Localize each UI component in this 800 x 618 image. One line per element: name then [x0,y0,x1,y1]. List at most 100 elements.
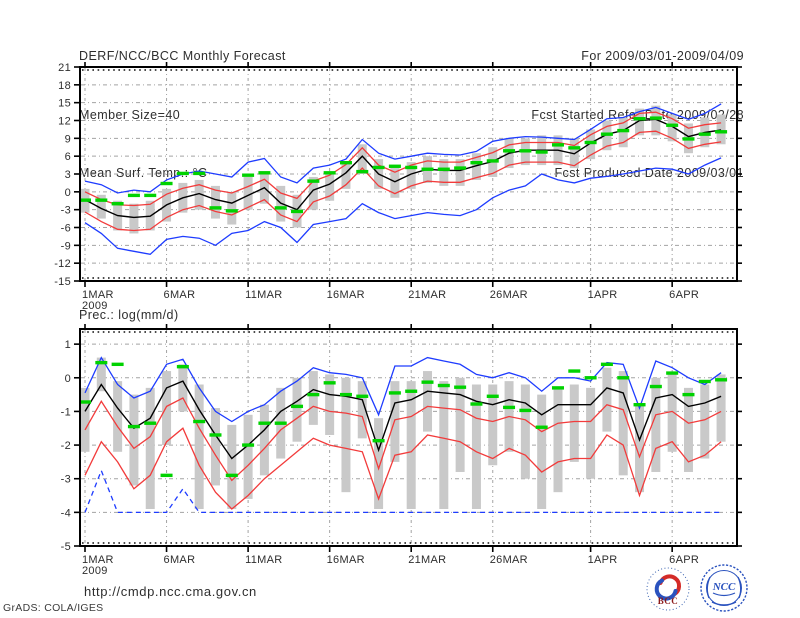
svg-text:12: 12 [58,116,71,128]
svg-text:-3: -3 [61,474,71,486]
observation-marker [193,419,206,424]
ensemble-spread [325,174,335,201]
observation-marker [568,146,581,150]
ensemble-spread [210,408,220,486]
svg-text:6APR: 6APR [669,554,699,566]
series-ensemble-max [84,356,722,423]
ensemble-spread [194,384,204,509]
svg-text:-9: -9 [61,240,71,252]
svg-text:-5: -5 [61,541,71,553]
series-ensemble-max [84,103,722,194]
observation-marker [405,389,418,393]
ensemble-spread [96,357,106,392]
svg-text:11MAR: 11MAR [245,554,282,566]
ensemble-spread [667,114,677,142]
ensemble-spread [439,381,449,509]
ensemble-spread [162,371,172,446]
ensemble-spread [700,384,710,459]
series-upper-tercile [84,397,722,482]
observation-marker [111,362,124,367]
ensemble-spread [651,377,661,472]
series-lower-tercile [84,427,722,510]
ncc-logo-label: NCC [712,581,736,593]
observation-marker [666,123,679,127]
ensemble-spread [259,404,269,476]
observation-marker [470,402,483,406]
observation-marker [95,198,108,202]
ensemble-spread [406,162,416,189]
observation-marker [486,394,499,398]
observation-marker [470,161,483,165]
svg-text:21MAR: 21MAR [408,289,446,301]
observation-marker [291,404,304,409]
observation-marker [551,143,564,147]
observation-marker [339,161,352,165]
ncc-logo-icon: NCC [700,564,748,612]
observation-marker [339,392,352,397]
observation-marker [405,165,418,170]
observation-marker [584,140,597,145]
ensemble-spread [471,153,481,180]
ensemble-spread [390,168,400,198]
ensemble-spread [308,176,318,210]
observation-marker [242,173,255,177]
ensemble-spread [243,176,253,210]
observation-marker [274,206,287,210]
observation-marker [437,167,450,171]
ensemble-spread [520,384,530,479]
ensemble-spread [292,377,302,442]
svg-text:1APR: 1APR [588,289,618,301]
page-title: DERF/NCC/BCC Monthly Forecast [79,49,286,63]
ensemble-spread [667,374,677,452]
bcc-logo-label: BCC [658,596,679,606]
svg-text:1MAR: 1MAR [82,289,114,301]
observation-marker [568,369,581,373]
svg-text:1MAR: 1MAR [82,554,114,566]
svg-text:26MAR: 26MAR [490,554,528,566]
ensemble-spread [716,114,726,145]
observation-marker [209,206,222,210]
observation-marker [144,421,157,425]
svg-text:21: 21 [58,62,71,74]
observation-marker [160,473,173,478]
ensemble-spread [406,381,416,509]
observation-marker [242,443,255,447]
ensemble-spread [439,159,449,186]
observation-marker [437,383,450,388]
observation-marker [127,424,140,429]
source-url: http://cmdp.ncc.cma.gov.cn [84,584,257,599]
observation-marker [258,171,271,175]
observation-marker [633,117,646,121]
observation-marker [715,378,728,382]
ensemble-spread [357,144,367,174]
series-ensemble-mean [84,118,722,219]
precipitation-panel-label: Prec.: log(mm/d) [79,308,179,322]
ensemble-spread [227,191,237,225]
svg-text:16MAR: 16MAR [327,289,365,301]
observation-marker [682,392,695,397]
observation-marker [356,394,369,398]
observation-marker [454,166,467,170]
svg-text:-12: -12 [54,258,71,270]
observation-marker [633,402,646,407]
ensemble-spread [455,377,465,472]
ensemble-spread [227,424,237,509]
observation-marker [454,385,467,389]
svg-text:-15: -15 [54,276,71,288]
chart-frame [79,328,738,547]
observation-marker [258,421,271,425]
ensemble-spread [308,371,318,425]
svg-text:11MAR: 11MAR [245,289,282,301]
observation-marker [617,376,630,380]
observation-marker [356,169,369,174]
ensemble-spread [145,387,155,509]
observation-marker [551,386,564,390]
ensemble-spread [210,185,220,219]
series-ensemble-min [84,157,722,255]
svg-text:-1: -1 [61,406,71,418]
ensemble-spread [341,377,351,493]
observation-marker [323,381,336,385]
series-upper-bound [84,111,722,207]
observation-marker [160,181,173,186]
